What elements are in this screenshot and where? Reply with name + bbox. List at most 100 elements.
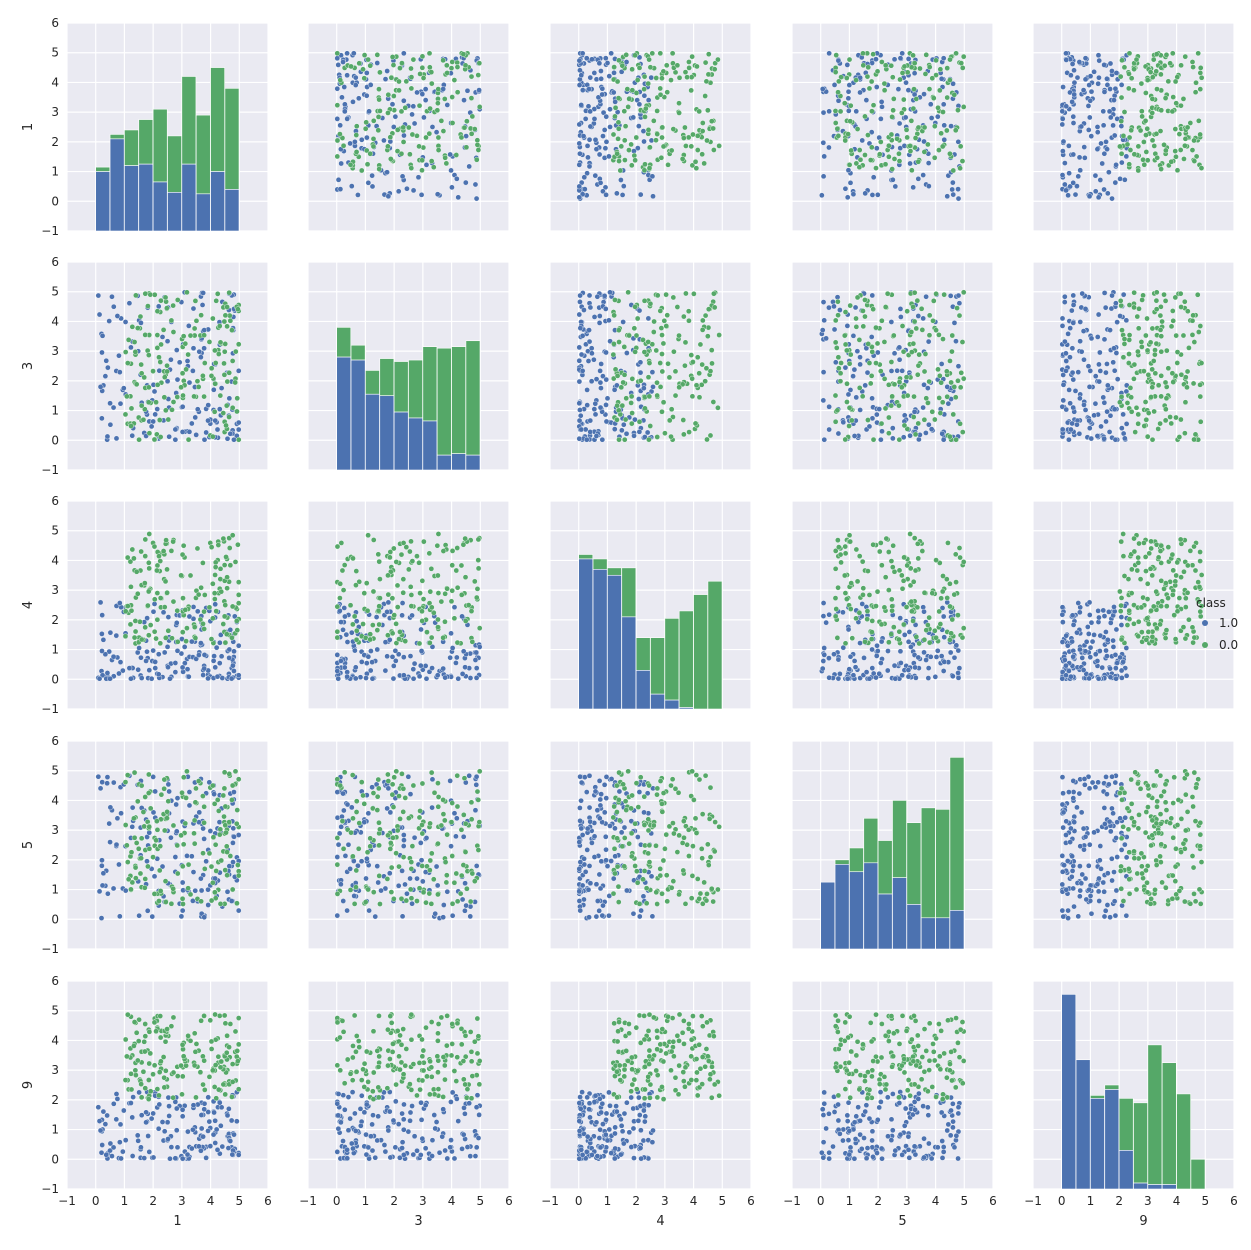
scatter-point-class-0 <box>409 558 416 564</box>
scatter-point-class-1 <box>165 664 171 670</box>
scatter-point-class-0 <box>420 75 427 81</box>
scatter-point-class-1 <box>1063 358 1070 364</box>
scatter-point-class-1 <box>1114 319 1120 325</box>
scatter-point-class-0 <box>1162 635 1169 641</box>
scatter-point-class-0 <box>686 59 692 65</box>
scatter-point-class-1 <box>1107 327 1113 333</box>
scatter-point-class-0 <box>1191 158 1198 164</box>
scatter-point-class-1 <box>1067 183 1073 190</box>
scatter-point-class-1 <box>623 59 630 65</box>
scatter-point-class-0 <box>337 580 344 587</box>
scatter-point-class-0 <box>462 535 468 542</box>
scatter-point-class-1 <box>363 675 369 681</box>
y-tick-label: 3 <box>51 823 59 837</box>
scatter-point-class-0 <box>142 332 148 338</box>
hist-bar-class-1 <box>465 454 481 471</box>
scatter-point-class-0 <box>365 56 371 63</box>
scatter-point-class-0 <box>160 327 167 333</box>
scatter-point-class-1 <box>819 327 826 333</box>
scatter-point-class-0 <box>1190 380 1197 387</box>
scatter-point-class-0 <box>614 416 620 423</box>
scatter-point-class-0 <box>955 107 961 113</box>
scatter-point-class-0 <box>834 125 841 132</box>
scatter-point-class-0 <box>221 813 227 820</box>
scatter-point-class-1 <box>399 600 406 606</box>
scatter-point-class-1 <box>164 644 171 650</box>
scatter-point-class-1 <box>463 902 469 909</box>
scatter-point-class-1 <box>1105 190 1111 197</box>
scatter-point-class-0 <box>705 107 711 114</box>
scatter-point-class-0 <box>128 607 135 614</box>
scatter-point-class-1 <box>820 658 827 664</box>
scatter-point-class-1 <box>434 882 441 889</box>
scatter-point-class-1 <box>612 99 618 105</box>
scatter-point-class-1 <box>940 55 947 62</box>
scatter-point-class-0 <box>1144 615 1150 622</box>
scatter-point-class-1 <box>921 608 927 615</box>
scatter-point-class-0 <box>210 782 216 789</box>
scatter-point-class-1 <box>1088 435 1095 442</box>
scatter-point-class-0 <box>869 618 876 624</box>
scatter-point-class-0 <box>1144 77 1151 83</box>
scatter-point-class-1 <box>110 404 117 411</box>
scatter-point-class-0 <box>616 327 622 333</box>
scatter-point-class-1 <box>862 190 869 197</box>
scatter-point-class-1 <box>351 893 357 899</box>
scatter-point-class-0 <box>194 378 201 384</box>
scatter-point-class-0 <box>1192 567 1199 574</box>
scatter-point-class-1 <box>199 302 206 308</box>
scatter-point-class-1 <box>95 773 102 780</box>
scatter-point-class-1 <box>586 338 593 345</box>
scatter-point-class-1 <box>1069 99 1075 105</box>
scatter-point-class-1 <box>1070 151 1077 158</box>
scatter-point-class-1 <box>1098 423 1104 430</box>
scatter-point-class-1 <box>347 140 353 147</box>
scatter-point-class-0 <box>454 584 461 591</box>
scatter-point-class-1 <box>365 180 372 186</box>
scatter-point-class-1 <box>955 670 961 676</box>
scatter-point-class-0 <box>191 624 198 630</box>
scatter-point-class-1 <box>1071 91 1078 98</box>
scatter-point-class-1 <box>174 647 181 654</box>
scatter-point-class-0 <box>1153 68 1160 75</box>
scatter-point-class-0 <box>154 332 161 338</box>
scatter-point-class-1 <box>873 84 880 90</box>
scatter-point-class-0 <box>664 312 671 318</box>
scatter-point-class-0 <box>229 532 236 539</box>
scatter-point-class-0 <box>1195 118 1202 124</box>
subplot-3-vs-9 <box>1032 261 1235 471</box>
scatter-point-class-0 <box>146 560 152 566</box>
scatter-point-class-1 <box>226 646 233 653</box>
scatter-point-class-0 <box>440 548 447 554</box>
scatter-point-class-1 <box>583 436 590 443</box>
scatter-point-class-1 <box>1082 407 1089 413</box>
scatter-point-class-1 <box>593 376 600 382</box>
scatter-point-class-1 <box>1118 622 1125 628</box>
scatter-point-class-0 <box>1118 150 1125 157</box>
scatter-point-class-0 <box>223 402 230 409</box>
scatter-point-class-0 <box>1189 59 1196 65</box>
scatter-point-class-0 <box>469 638 476 645</box>
scatter-point-class-0 <box>458 134 465 141</box>
scatter-point-class-1 <box>226 395 233 402</box>
scatter-point-class-1 <box>826 611 832 618</box>
scatter-point-class-0 <box>185 861 192 868</box>
scatter-point-class-0 <box>654 131 661 137</box>
scatter-point-class-1 <box>407 791 414 797</box>
scatter-point-class-1 <box>459 896 466 903</box>
scatter-point-class-0 <box>632 157 638 164</box>
scatter-point-class-0 <box>206 604 213 611</box>
scatter-point-class-0 <box>657 50 664 57</box>
scatter-point-class-0 <box>227 317 234 324</box>
scatter-point-class-0 <box>198 898 204 905</box>
scatter-point-class-0 <box>1190 639 1196 646</box>
scatter-point-class-0 <box>408 165 415 171</box>
scatter-point-class-0 <box>212 360 219 366</box>
scatter-point-class-0 <box>697 341 704 348</box>
scatter-point-class-0 <box>889 603 895 609</box>
scatter-point-class-0 <box>224 849 230 855</box>
scatter-point-class-1 <box>890 435 896 442</box>
scatter-point-class-1 <box>907 160 913 167</box>
scatter-point-class-0 <box>229 797 235 803</box>
scatter-point-class-1 <box>382 76 389 82</box>
